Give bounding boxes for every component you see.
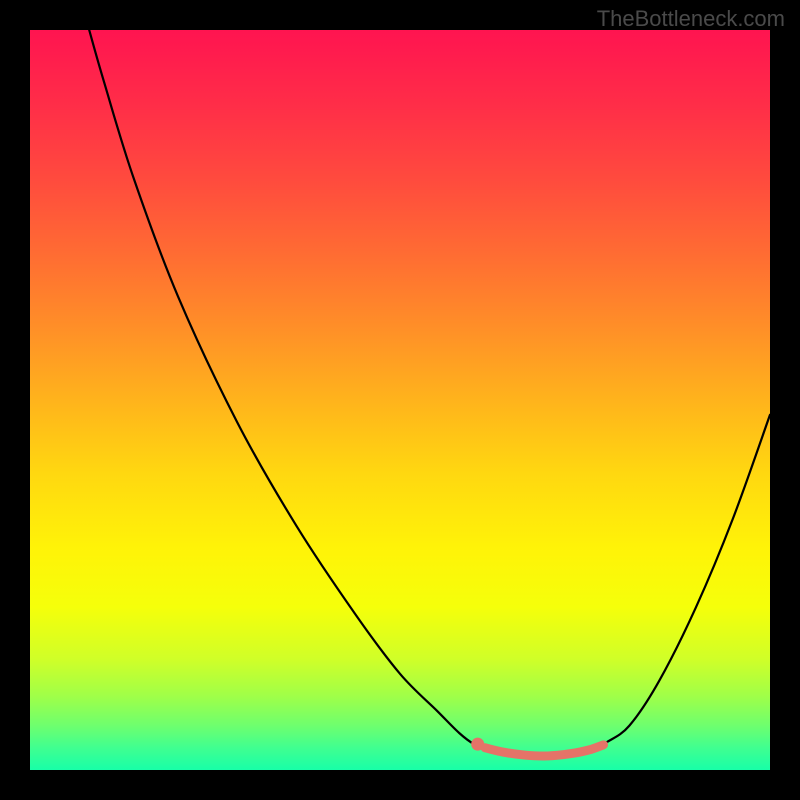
highlight-segment xyxy=(485,745,603,756)
curve-layer xyxy=(30,30,770,770)
bottleneck-curve xyxy=(89,30,770,755)
plot-area xyxy=(30,30,770,770)
highlight-dot xyxy=(471,738,484,751)
watermark-text: TheBottleneck.com xyxy=(597,6,785,32)
page-frame: TheBottleneck.com xyxy=(0,0,800,800)
